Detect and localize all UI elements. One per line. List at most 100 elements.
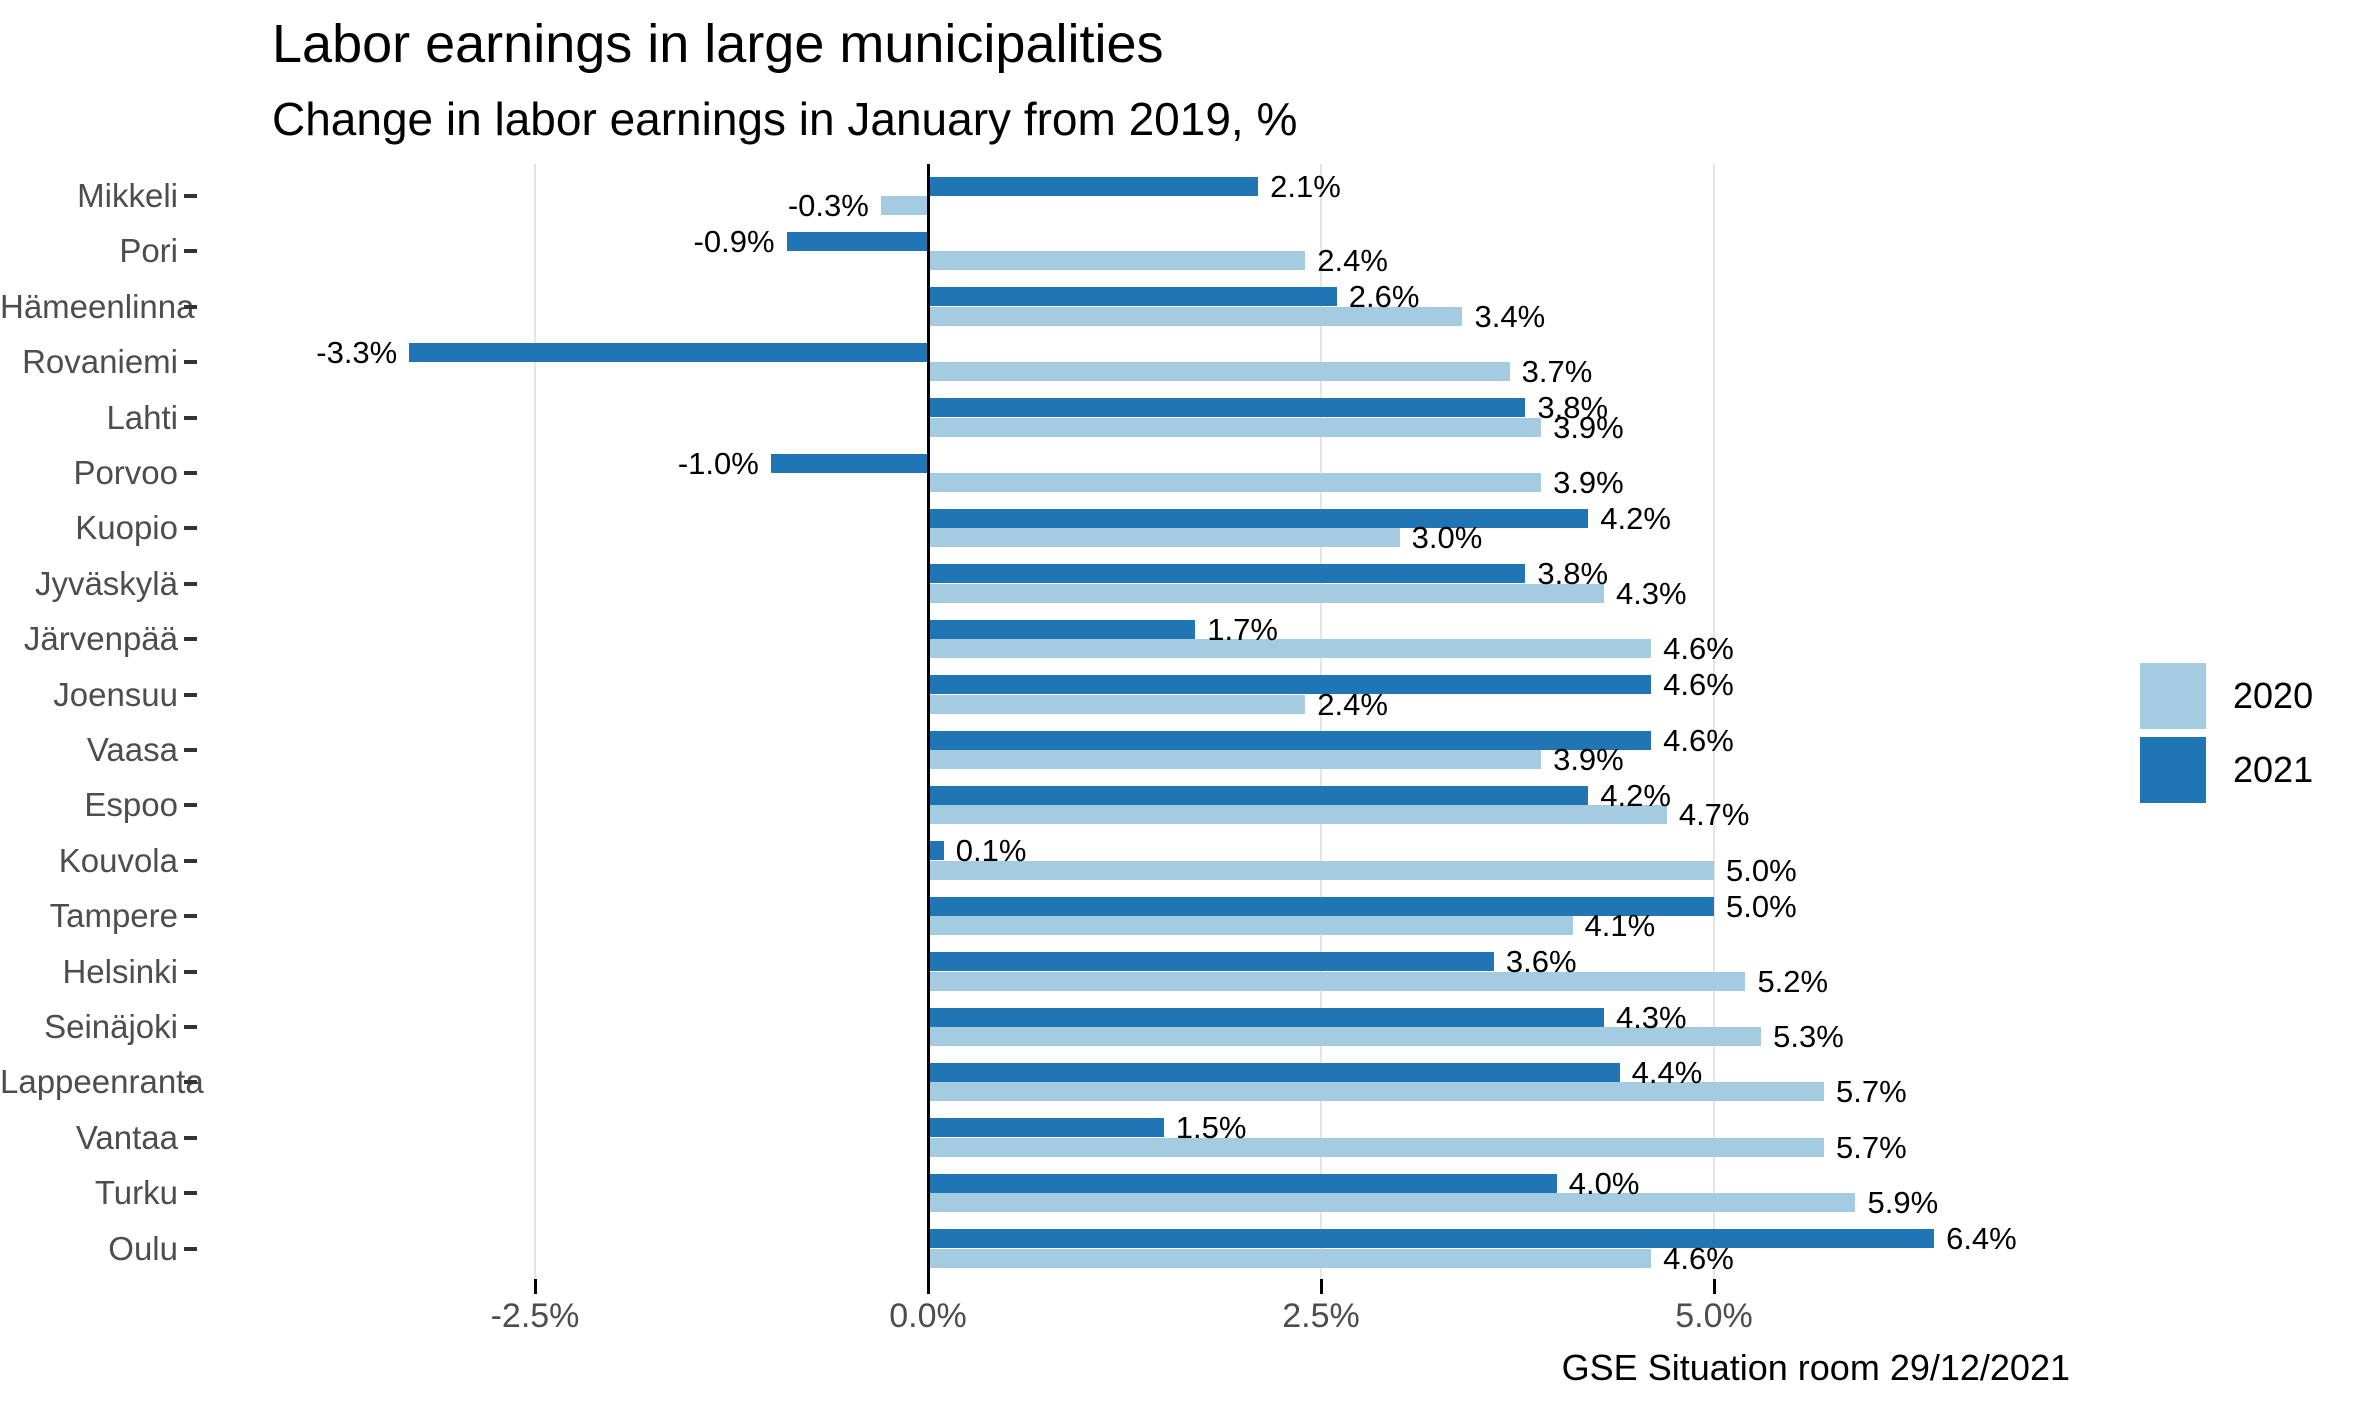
value-label-2021-rovaniemi: -3.3% — [316, 334, 398, 370]
bar-2020-vaasa — [928, 750, 1542, 769]
legend-swatch-2021 — [2140, 737, 2206, 803]
y-axis-label-jyväskylä: Jyväskylä — [34, 564, 178, 602]
bar-2020-kuopio — [928, 528, 1400, 548]
value-label-2020-turku: 5.9% — [1867, 1185, 1939, 1221]
value-label-2021-porvoo: -1.0% — [677, 445, 759, 481]
y-axis-label-pori: Pori — [119, 232, 178, 270]
y-axis-label-seinäjoki: Seinäjoki — [44, 1008, 178, 1045]
bar-2021-tampere — [928, 896, 1714, 916]
value-label-2021-lappeenranta: 4.4% — [1631, 1054, 1703, 1090]
value-label-2020-jyväskylä: 4.3% — [1615, 575, 1687, 611]
y-axis-label-turku: Turku — [94, 1174, 178, 1212]
bar-2020-jyväskylä — [928, 583, 1604, 603]
value-label-2020-pori: 2.4% — [1317, 243, 1388, 279]
bar-2020-espoo — [928, 805, 1667, 825]
x-axis-tick — [533, 1279, 537, 1294]
bar-2020-kouvola — [928, 860, 1714, 880]
bar-2021-kouvola — [928, 841, 944, 861]
y-axis-label-mikkeli: Mikkeli — [77, 177, 178, 214]
y-axis-tick — [184, 914, 197, 919]
y-axis-tick — [184, 969, 197, 974]
bar-2021-helsinki — [928, 952, 1494, 972]
y-axis-tick — [184, 803, 197, 808]
value-label-2021-vantaa: 1.5% — [1175, 1110, 1247, 1146]
value-label-2021-mikkeli: 2.1% — [1270, 168, 1341, 204]
bar-2020-turku — [928, 1193, 1856, 1213]
legend-label-2020: 2020 — [2233, 675, 2314, 716]
legend-swatch-2020 — [2140, 663, 2206, 729]
bar-2020-rovaniemi — [928, 362, 1510, 382]
value-label-2020-espoo: 4.7% — [1678, 797, 1750, 833]
bar-2020-seinäjoki — [928, 1027, 1762, 1046]
value-label-2021-vaasa: 4.6% — [1663, 722, 1734, 758]
y-axis-tick — [184, 471, 197, 475]
chart-caption: GSE Situation room 29/12/2021 — [1561, 1347, 2070, 1388]
value-label-2020-lahti: 3.9% — [1553, 409, 1624, 445]
bar-2020-pori — [928, 251, 1306, 271]
value-label-2021-pori: -0.9% — [693, 223, 775, 259]
value-label-2020-vaasa: 3.9% — [1553, 742, 1624, 777]
value-label-2020-oulu: 4.6% — [1663, 1240, 1734, 1276]
bar-2021-mikkeli — [928, 176, 1259, 196]
value-label-2020-kuopio: 3.0% — [1411, 520, 1483, 556]
x-axis-label: 0.0% — [889, 1297, 967, 1335]
bar-2020-hämeenlinna — [928, 306, 1463, 326]
y-axis-label-järvenpää: Järvenpää — [23, 620, 178, 658]
value-label-2021-joensuu: 4.6% — [1663, 667, 1734, 703]
y-axis-label-helsinki: Helsinki — [62, 952, 178, 990]
value-label-2020-porvoo: 3.9% — [1553, 465, 1624, 500]
chart-title: Labor earnings in large municipalities — [272, 14, 1164, 74]
bar-2020-oulu — [928, 1248, 1652, 1268]
gridline — [1713, 164, 1715, 1279]
value-label-2021-hämeenlinna: 2.6% — [1348, 279, 1420, 315]
y-axis-label-rovaniemi: Rovaniemi — [22, 343, 178, 381]
bar-2021-vaasa — [928, 730, 1652, 750]
bar-2021-turku — [928, 1173, 1557, 1193]
x-axis-label: 2.5% — [1282, 1297, 1360, 1335]
value-label-2020-hämeenlinna: 3.4% — [1474, 298, 1546, 334]
bar-2020-joensuu — [928, 694, 1306, 714]
y-axis-tick — [184, 1135, 197, 1140]
value-label-2021-seinäjoki: 4.3% — [1615, 999, 1687, 1035]
bar-2021-pori — [786, 231, 928, 251]
value-label-2020-joensuu: 2.4% — [1317, 686, 1388, 722]
value-label-2021-oulu: 6.4% — [1946, 1221, 2017, 1257]
value-label-2020-kouvola: 5.0% — [1726, 852, 1797, 888]
value-label-2020-mikkeli: -0.3% — [787, 188, 869, 223]
y-axis-tick — [184, 858, 197, 863]
value-label-2021-turku: 4.0% — [1568, 1165, 1640, 1201]
bar-2021-jyväskylä — [928, 564, 1526, 584]
value-label-2021-espoo: 4.2% — [1600, 777, 1671, 813]
y-axis-tick — [184, 249, 197, 254]
bar-2021-lappeenranta — [928, 1062, 1620, 1082]
y-axis-label-espoo: Espoo — [84, 786, 178, 824]
bar-2020-porvoo — [928, 473, 1542, 492]
y-axis-label-vaasa: Vaasa — [86, 731, 178, 768]
value-label-2021-kouvola: 0.1% — [955, 833, 1027, 869]
gridline — [1320, 164, 1322, 1279]
bar-2021-oulu — [928, 1229, 1935, 1249]
bar-2021-porvoo — [770, 453, 928, 473]
y-axis-label-vantaa: Vantaa — [75, 1118, 178, 1156]
y-axis-tick — [184, 1080, 197, 1085]
y-axis-tick — [184, 1025, 197, 1029]
y-axis-tick — [184, 194, 197, 198]
y-axis-tick — [184, 692, 197, 697]
value-label-2021-järvenpää: 1.7% — [1207, 611, 1278, 647]
bar-2021-kuopio — [928, 508, 1589, 528]
bar-2020-mikkeli — [880, 196, 928, 215]
y-axis-tick — [184, 360, 197, 365]
zero-axis-line — [926, 164, 930, 1294]
value-label-2021-lahti: 3.8% — [1537, 390, 1609, 426]
bar-2021-espoo — [928, 785, 1589, 805]
y-axis-label-lahti: Lahti — [106, 398, 178, 436]
y-axis-tick — [184, 304, 197, 309]
x-axis-label: 5.0% — [1675, 1297, 1753, 1335]
value-label-2020-lappeenranta: 5.7% — [1836, 1074, 1907, 1110]
y-axis-tick — [184, 1191, 197, 1196]
y-axis-tick — [184, 1246, 197, 1251]
value-label-2021-tampere: 5.0% — [1726, 888, 1797, 924]
y-axis-tick — [184, 526, 197, 531]
bar-2021-joensuu — [928, 675, 1652, 695]
